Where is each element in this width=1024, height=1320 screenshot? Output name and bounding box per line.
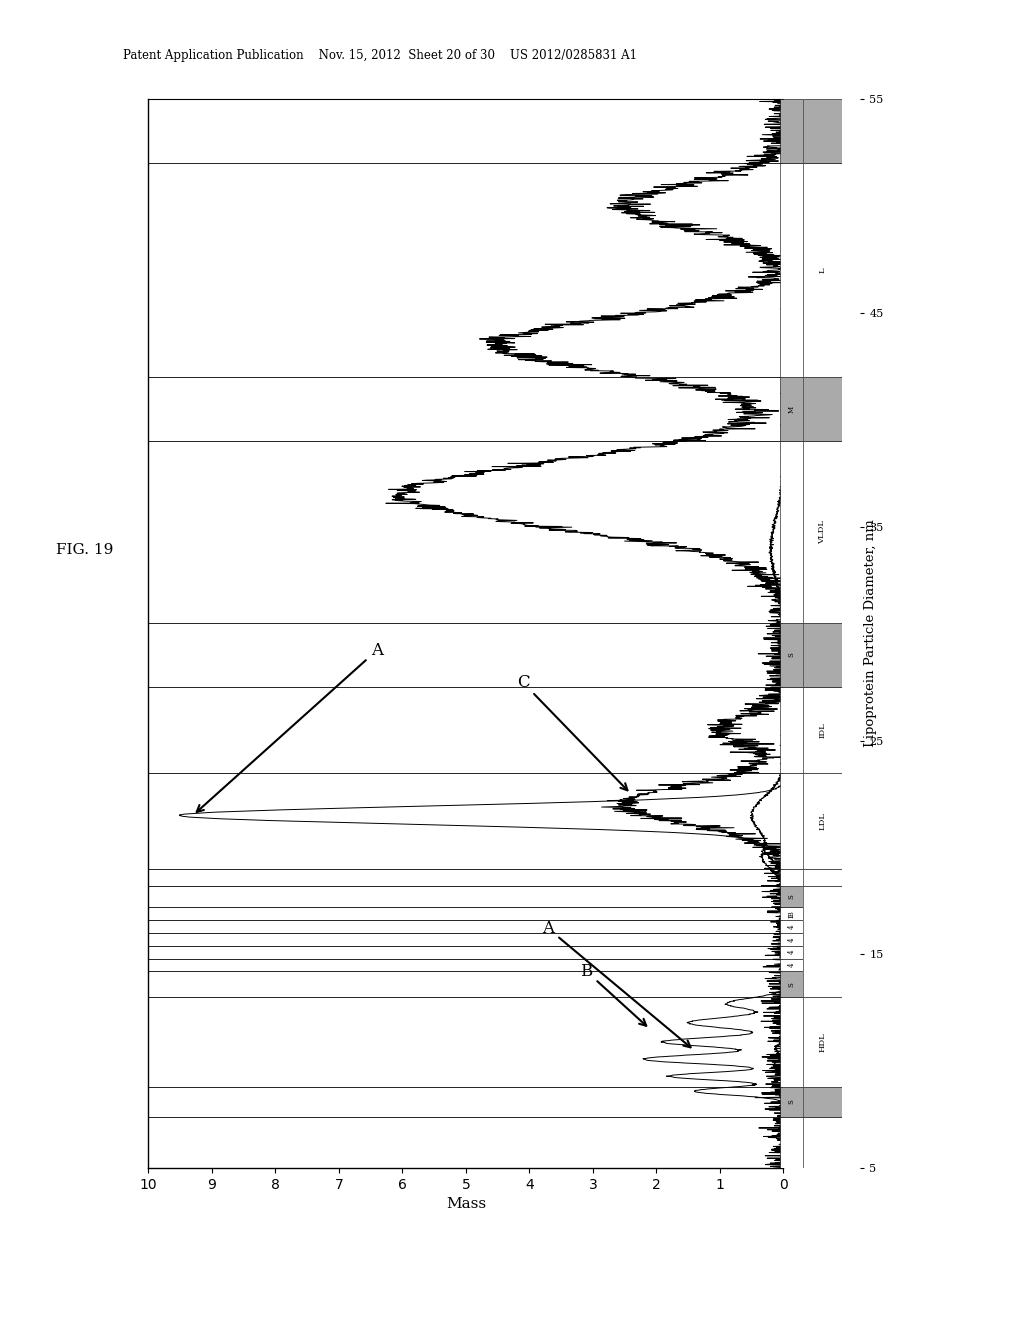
Bar (780, 1117, 803, 1168)
Bar (780, 164, 803, 378)
Bar (780, 686, 803, 772)
Bar (780, 99, 803, 164)
Text: B: B (581, 962, 646, 1026)
Bar (803, 441, 842, 623)
Bar (803, 1117, 842, 1168)
Bar (780, 958, 803, 972)
Text: FIG. 19: FIG. 19 (56, 544, 114, 557)
Bar (780, 933, 803, 946)
Bar (780, 907, 803, 920)
Bar (780, 972, 803, 997)
Bar (780, 1086, 803, 1117)
Text: S: S (787, 652, 796, 657)
Bar (803, 99, 842, 164)
X-axis label: Mass: Mass (445, 1197, 486, 1212)
Text: 4: 4 (787, 924, 796, 929)
Text: 4: 4 (787, 950, 796, 954)
Text: C: C (517, 675, 628, 791)
Text: S: S (787, 1100, 796, 1105)
Bar (780, 623, 803, 686)
Bar (803, 869, 842, 886)
Text: IDL: IDL (818, 722, 826, 738)
Text: 4: 4 (787, 962, 796, 968)
Bar (780, 886, 803, 907)
Text: S: S (787, 894, 796, 899)
Text: VLDL: VLDL (818, 520, 826, 544)
Text: S: S (787, 982, 796, 987)
Bar (803, 623, 842, 686)
Bar (803, 164, 842, 378)
Text: A: A (542, 920, 690, 1047)
Text: A: A (197, 642, 383, 812)
Bar (780, 997, 803, 1086)
Text: HDL: HDL (818, 1032, 826, 1052)
Bar (803, 997, 842, 1086)
Text: LDL: LDL (818, 812, 826, 830)
Text: IB: IB (787, 909, 796, 917)
Bar (803, 886, 842, 997)
Text: M: M (787, 405, 796, 413)
Text: Patent Application Publication    Nov. 15, 2012  Sheet 20 of 30    US 2012/02858: Patent Application Publication Nov. 15, … (123, 49, 637, 62)
Bar (803, 378, 842, 441)
Bar (780, 441, 803, 623)
Bar (780, 772, 803, 869)
Bar (780, 869, 803, 886)
Bar (780, 920, 803, 933)
Text: Lipoprotein Particle Diameter, nm: Lipoprotein Particle Diameter, nm (864, 520, 877, 747)
Bar (803, 1086, 842, 1117)
Text: L: L (818, 267, 826, 273)
Bar (780, 946, 803, 958)
Bar (780, 378, 803, 441)
Bar (803, 686, 842, 772)
Bar (803, 772, 842, 869)
Text: 4: 4 (787, 937, 796, 941)
